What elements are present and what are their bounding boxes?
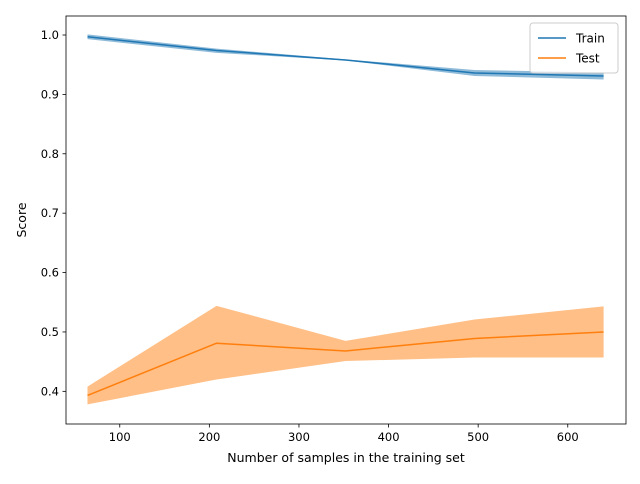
legend-box [529,22,619,74]
legend-label-test: Test [575,52,600,66]
y-tick-label: 0.5 [41,325,59,339]
y-tick-label: 0.7 [41,206,59,220]
y-tick-label: 0.6 [41,266,59,280]
x-tick-label: 300 [288,430,310,444]
x-axis-ticks: 100 200 300 400 500 600 [109,424,579,444]
x-tick-label: 500 [467,430,489,444]
x-tick-label: 600 [557,430,579,444]
series-lines [87,36,604,397]
x-tick-label: 400 [378,430,400,444]
plot-frame [65,15,627,425]
x-tick-label: 200 [198,430,220,444]
y-tick-label: 1.0 [41,28,59,42]
test-series-line [87,331,604,397]
legend-label-train: Train [575,32,605,46]
y-tick-label: 0.9 [41,87,59,101]
x-tick-label: 100 [109,430,131,444]
y-axis-label: Score [14,202,29,237]
train-series-line [87,36,604,77]
x-axis-label: Number of samples in the training set [227,450,465,465]
y-axis-ticks: 0.4 0.5 0.6 0.7 0.8 0.9 1.0 [41,28,66,398]
test-confidence-band [87,305,604,405]
legend: Train Test [529,22,619,74]
y-tick-label: 0.8 [41,147,59,161]
y-tick-label: 0.4 [41,384,59,398]
